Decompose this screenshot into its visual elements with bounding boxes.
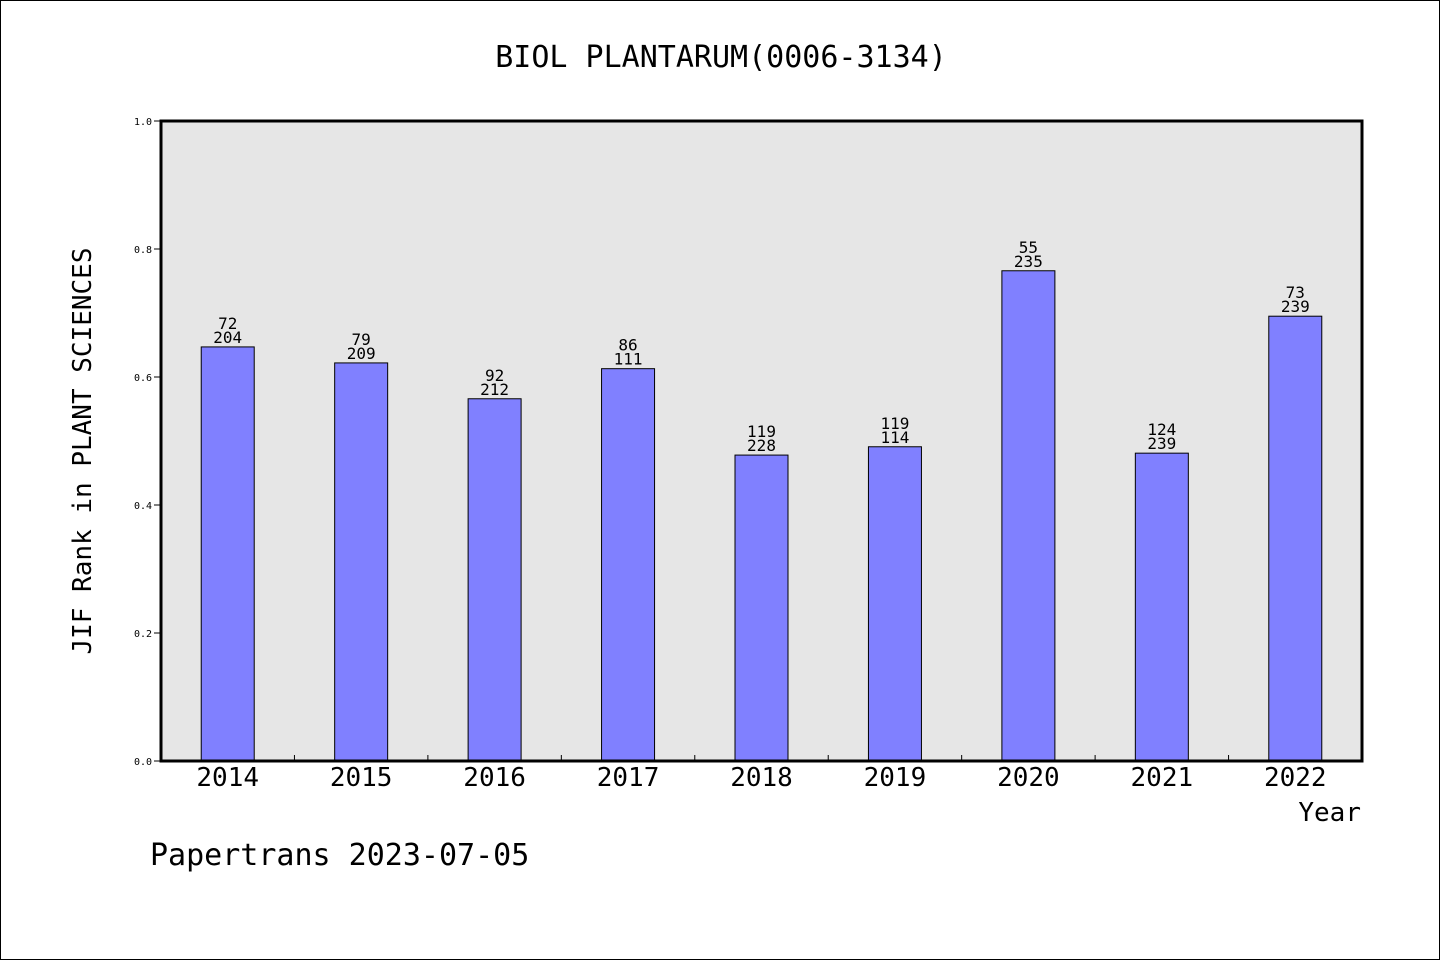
bars: [200, 270, 1323, 762]
bar-label: 124: [1147, 420, 1176, 439]
chart-title: BIOL PLANTARUM(0006-3134): [495, 40, 947, 75]
x-tick-label: 2021: [1131, 763, 1194, 793]
bar-2014: [200, 346, 255, 762]
bar-2019: [867, 446, 922, 762]
bar-label: 239: [1147, 434, 1176, 453]
x-tick-label: 2014: [196, 763, 259, 793]
bar-2017: [601, 368, 656, 762]
bar-label: 209: [347, 344, 376, 363]
y-tick-label: 0.2: [134, 629, 152, 640]
bar-2020: [1001, 270, 1056, 762]
x-tick-label: 2020: [997, 763, 1060, 793]
y-axis: 0.0 0.2 0.4 0.6 0.8 1.0: [134, 117, 161, 768]
bar-label: 79: [352, 330, 371, 349]
y-tick-label: 0.0: [134, 757, 152, 768]
y-tick-label: 1.0: [134, 117, 152, 128]
bar-2016: [467, 398, 522, 762]
x-tick-label: 2022: [1264, 763, 1327, 793]
x-tick-label: 2017: [597, 763, 660, 793]
bar-label: 114: [880, 428, 909, 447]
bar-2021: [1134, 452, 1189, 762]
bar-label: 228: [747, 436, 776, 455]
bar-label: 111: [614, 350, 643, 369]
x-tick-label: 2016: [463, 763, 526, 793]
bar-2018: [734, 454, 789, 762]
footer-credit: Papertrans 2023-07-05: [150, 838, 529, 873]
y-axis-label: JIF Rank in PLANT SCIENCES: [68, 248, 98, 655]
bar-label: 235: [1014, 252, 1043, 271]
bar-label: 212: [480, 380, 509, 399]
plot-border: [159, 119, 1364, 763]
bar-label: 55: [1019, 238, 1038, 257]
x-axis-label: Year: [1298, 798, 1361, 828]
bar-2022: [1268, 315, 1323, 762]
bar-label: 86: [618, 336, 637, 355]
bar-label: 92: [485, 366, 504, 385]
bar-label: 72: [218, 314, 237, 333]
x-tick-label: 2018: [730, 763, 793, 793]
y-tick-label: 0.6: [134, 373, 152, 384]
x-axis: 2014 2015 2016 2017 2018 2019 2020 2021 2022: [196, 755, 1327, 793]
y-tick-label: 0.4: [134, 501, 152, 512]
bar-label: 204: [213, 328, 242, 347]
bar-label: 239: [1281, 297, 1310, 316]
x-tick-label: 2019: [864, 763, 927, 793]
x-tick-label: 2015: [330, 763, 393, 793]
y-tick-label: 0.8: [134, 245, 152, 256]
bar-label: 119: [880, 414, 909, 433]
bar-label: 73: [1286, 283, 1305, 302]
bar-label: 119: [747, 422, 776, 441]
bar-2015: [334, 362, 389, 762]
